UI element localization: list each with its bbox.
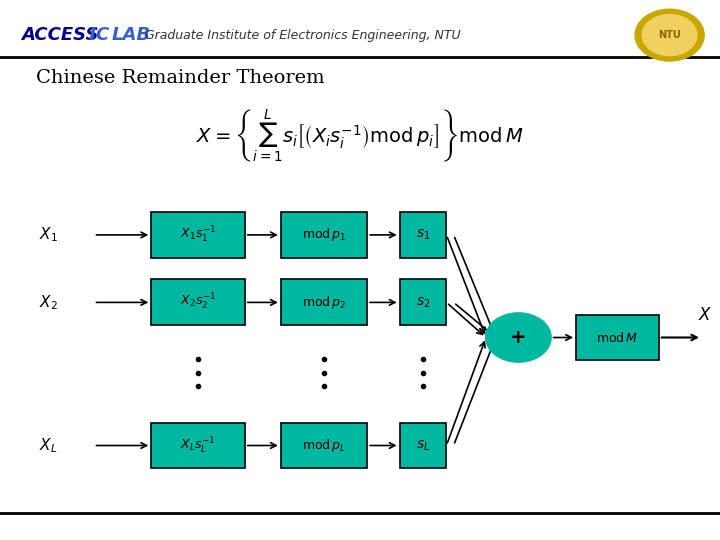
Text: $X_1 s_1^{-1}$: $X_1 s_1^{-1}$ <box>180 225 216 245</box>
Circle shape <box>635 9 704 61</box>
Text: $X_2$: $X_2$ <box>39 293 58 312</box>
Text: Chinese Remainder Theorem: Chinese Remainder Theorem <box>36 69 325 87</box>
FancyBboxPatch shape <box>281 212 367 258</box>
Text: Graduate Institute of Electronics Engineering, NTU: Graduate Institute of Electronics Engine… <box>145 29 460 42</box>
FancyBboxPatch shape <box>400 422 446 469</box>
FancyBboxPatch shape <box>151 280 245 325</box>
Text: ACCESS: ACCESS <box>22 26 99 44</box>
FancyBboxPatch shape <box>151 422 245 469</box>
Text: LAB: LAB <box>112 26 150 44</box>
Text: $\mathrm{mod}\, p_2$: $\mathrm{mod}\, p_2$ <box>302 294 346 311</box>
Circle shape <box>642 15 697 56</box>
FancyBboxPatch shape <box>281 422 367 469</box>
Text: NTU: NTU <box>658 30 681 40</box>
Text: $X_L s_L^{-1}$: $X_L s_L^{-1}$ <box>180 435 216 456</box>
Text: $X = \left\{ \sum_{i=1}^{L} s_i \left[ \left(X_i s_i^{-1}\right) \mathrm{mod}\, : $X = \left\{ \sum_{i=1}^{L} s_i \left[ \… <box>196 106 524 164</box>
Text: $\mathrm{mod}\, p_L$: $\mathrm{mod}\, p_L$ <box>302 437 346 454</box>
FancyBboxPatch shape <box>400 212 446 258</box>
Text: $X_1$: $X_1$ <box>39 226 58 244</box>
FancyBboxPatch shape <box>576 314 659 361</box>
Text: $s_2$: $s_2$ <box>415 295 431 309</box>
Text: $\mathrm{mod}\, M$: $\mathrm{mod}\, M$ <box>596 330 639 345</box>
Text: $X_L$: $X_L$ <box>39 436 58 455</box>
FancyBboxPatch shape <box>151 212 245 258</box>
FancyBboxPatch shape <box>281 280 367 325</box>
Circle shape <box>486 313 551 362</box>
Text: $X_2 s_2^{-1}$: $X_2 s_2^{-1}$ <box>180 292 216 313</box>
Text: $X$: $X$ <box>698 307 713 325</box>
Text: IC: IC <box>83 26 115 44</box>
Text: $s_1$: $s_1$ <box>415 228 431 242</box>
Text: $s_L$: $s_L$ <box>416 438 430 453</box>
Text: +: + <box>510 328 526 347</box>
FancyBboxPatch shape <box>400 280 446 325</box>
Text: $\mathrm{mod}\, p_1$: $\mathrm{mod}\, p_1$ <box>302 226 346 244</box>
